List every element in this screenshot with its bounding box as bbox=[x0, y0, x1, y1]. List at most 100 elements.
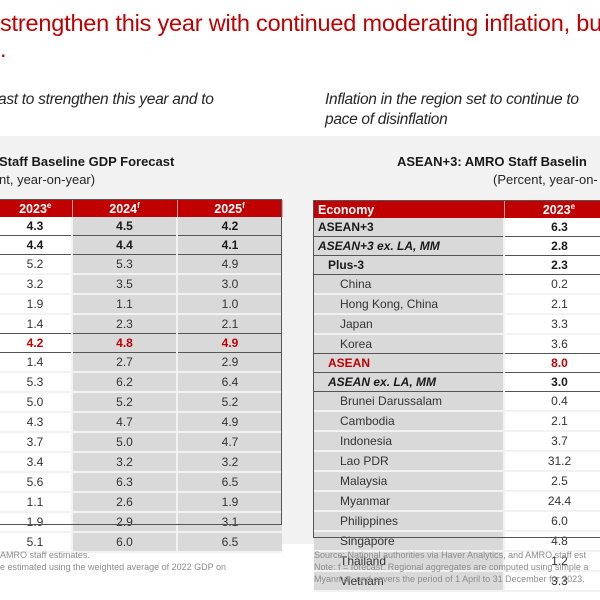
gdp-value-cell: 5.6 bbox=[0, 472, 72, 493]
gdp-value-cell: 4.5 bbox=[71, 217, 177, 236]
economy-name-cell: Vietnam bbox=[314, 571, 505, 592]
gdp-value-cell: 1.1 bbox=[0, 492, 72, 513]
inflation-value-cell: 3.7 bbox=[504, 431, 600, 452]
gdp-value-cell: 4.4 bbox=[0, 235, 72, 255]
gdp-value-cell: 3.1 bbox=[176, 512, 282, 533]
table-row: Hong Kong, China 2.1 bbox=[314, 294, 600, 315]
column-superscript: f bbox=[242, 200, 245, 210]
gdp-value-cell: 2.9 bbox=[176, 352, 282, 373]
economy-name-cell: Lao PDR bbox=[314, 451, 505, 472]
table-row: ASEAN ex. LA, MM 3.0 bbox=[314, 372, 600, 392]
table-row: 5.2 5.3 4.9 bbox=[0, 254, 282, 275]
table-row: ASEAN 8.0 bbox=[314, 353, 600, 373]
gdp-table-title: Staff Baseline GDP Forecast bbox=[0, 154, 175, 169]
table-row: 1.1 2.6 1.9 bbox=[0, 492, 282, 513]
inflation-value-cell: 2.1 bbox=[504, 294, 600, 315]
gdp-value-cell: 5.2 bbox=[71, 392, 177, 413]
gdp-value-cell: 3.2 bbox=[176, 452, 282, 473]
economy-name-cell: Thailand bbox=[314, 551, 505, 572]
table-row: 1.4 2.7 2.9 bbox=[0, 352, 282, 373]
gdp-value-cell: 4.7 bbox=[176, 432, 282, 453]
table-row: Philippines 6.0 bbox=[314, 511, 600, 532]
economy-name-cell: ASEAN+3 bbox=[314, 218, 505, 237]
inflation-note-line: Source: National authorities via Haver A… bbox=[314, 550, 586, 560]
gdp-value-cell: 4.9 bbox=[176, 412, 282, 433]
table-row: Cambodia 2.1 bbox=[314, 411, 600, 432]
table-row: 1.9 2.9 3.1 bbox=[0, 512, 282, 533]
gdp-note-line: AMRO staff estimates. bbox=[0, 550, 90, 560]
table-row: 1.9 1.1 1.0 bbox=[0, 294, 282, 315]
inflation-table-units: (Percent, year-on- bbox=[493, 172, 598, 187]
gdp-value-cell: 6.5 bbox=[176, 472, 282, 493]
gdp-value-cell: 5.2 bbox=[176, 392, 282, 413]
gdp-value-cell: 2.7 bbox=[71, 352, 177, 373]
economy-name-cell: ASEAN ex. LA, MM bbox=[314, 372, 505, 392]
inflation-value-cell: 31.2 bbox=[504, 451, 600, 472]
column-year: 2023 bbox=[542, 202, 571, 217]
gdp-table-units: nt, year-on-year) bbox=[0, 172, 96, 187]
economy-name-cell: Singapore bbox=[314, 531, 505, 552]
gdp-value-cell: 6.5 bbox=[176, 532, 282, 553]
table-row: Thailand 1.2 bbox=[314, 551, 600, 572]
inflation-value-cell: 4.8 bbox=[504, 531, 600, 552]
gdp-value-cell: 4.1 bbox=[176, 235, 282, 255]
gdp-value-cell: 3.4 bbox=[0, 452, 72, 473]
gdp-value-cell: 4.2 bbox=[176, 217, 282, 236]
economy-name-cell: ASEAN bbox=[314, 353, 505, 373]
gdp-value-cell: 2.1 bbox=[176, 314, 282, 334]
table-row: 3.2 3.5 3.0 bbox=[0, 274, 282, 295]
gdp-value-cell: 4.9 bbox=[176, 333, 282, 353]
inflation-table-title: ASEAN+3: AMRO Staff Baselin bbox=[397, 154, 587, 169]
gdp-note-line: e estimated using the weighted average o… bbox=[0, 562, 226, 572]
inflation-value-cell: 8.0 bbox=[504, 353, 600, 373]
gdp-value-cell: 6.0 bbox=[71, 532, 177, 553]
inflation-subtitle-line-1: Inflation in the region set to continue … bbox=[325, 91, 579, 108]
table-row: 4.3 4.5 4.2 bbox=[0, 217, 282, 236]
economy-name-cell: Myanmar bbox=[314, 491, 505, 512]
gdp-value-cell: 1.4 bbox=[0, 352, 72, 373]
gdp-column-header: 2023e bbox=[0, 200, 73, 217]
economy-name-cell: China bbox=[314, 274, 505, 295]
table-row: 4.4 4.4 4.1 bbox=[0, 235, 282, 255]
headline-line-1: strengthen this year with continued mode… bbox=[0, 10, 600, 36]
gdp-value-cell: 1.9 bbox=[0, 294, 72, 315]
table-row: Myanmar 24.4 bbox=[314, 491, 600, 512]
economy-name-cell: Japan bbox=[314, 314, 505, 335]
table-row: Brunei Darussalam 0.4 bbox=[314, 391, 600, 412]
economy-name-cell: Hong Kong, China bbox=[314, 294, 505, 315]
inflation-value-cell: 0.2 bbox=[504, 274, 600, 295]
table-row: 3.4 3.2 3.2 bbox=[0, 452, 282, 473]
inflation-value-cell: 3.0 bbox=[504, 372, 600, 392]
gdp-value-cell: 3.2 bbox=[0, 274, 72, 295]
table-row: Japan 3.3 bbox=[314, 314, 600, 335]
inflation-subtitle: Inflation in the region set to continue … bbox=[325, 90, 579, 130]
table-row: Korea 3.6 bbox=[314, 334, 600, 354]
table-row: Vietnam 3.3 bbox=[314, 571, 600, 592]
gdp-value-cell: 4.4 bbox=[71, 235, 177, 255]
table-row: 4.2 4.8 4.9 bbox=[0, 333, 282, 353]
gdp-value-cell: 6.2 bbox=[71, 372, 177, 393]
table-row: 5.6 6.3 6.5 bbox=[0, 472, 282, 493]
slide-headline: strengthen this year with continued mode… bbox=[0, 10, 600, 62]
gdp-value-cell: 3.5 bbox=[71, 274, 177, 295]
gdp-value-cell: 4.8 bbox=[71, 333, 177, 353]
table-row: Lao PDR 31.2 bbox=[314, 451, 600, 472]
table-row: 5.1 6.0 6.5 bbox=[0, 532, 282, 553]
column-superscript: e bbox=[46, 200, 52, 210]
table-row: 3.7 5.0 4.7 bbox=[0, 432, 282, 453]
gdp-value-cell: 3.7 bbox=[0, 432, 72, 453]
gdp-value-cell: 5.0 bbox=[71, 432, 177, 453]
gdp-value-cell: 1.9 bbox=[176, 492, 282, 513]
inflation-note-line: Myanmar, and covers the period of 1 Apri… bbox=[314, 574, 585, 584]
inflation-value-cell: 2.1 bbox=[504, 411, 600, 432]
table-row: Malaysia 2.5 bbox=[314, 471, 600, 492]
inflation-value-cell: 2.5 bbox=[504, 471, 600, 492]
inflation-value-cell: 3.3 bbox=[504, 571, 600, 592]
inflation-value-cell: 2.8 bbox=[504, 236, 600, 256]
inflation-value-cell: 2.3 bbox=[504, 255, 600, 275]
gdp-value-cell: 6.4 bbox=[176, 372, 282, 393]
headline-line-2: . bbox=[0, 36, 7, 62]
inflation-value-cell: 3.3 bbox=[504, 314, 600, 335]
gdp-value-cell: 1.0 bbox=[176, 294, 282, 315]
economy-name-cell: Malaysia bbox=[314, 471, 505, 492]
